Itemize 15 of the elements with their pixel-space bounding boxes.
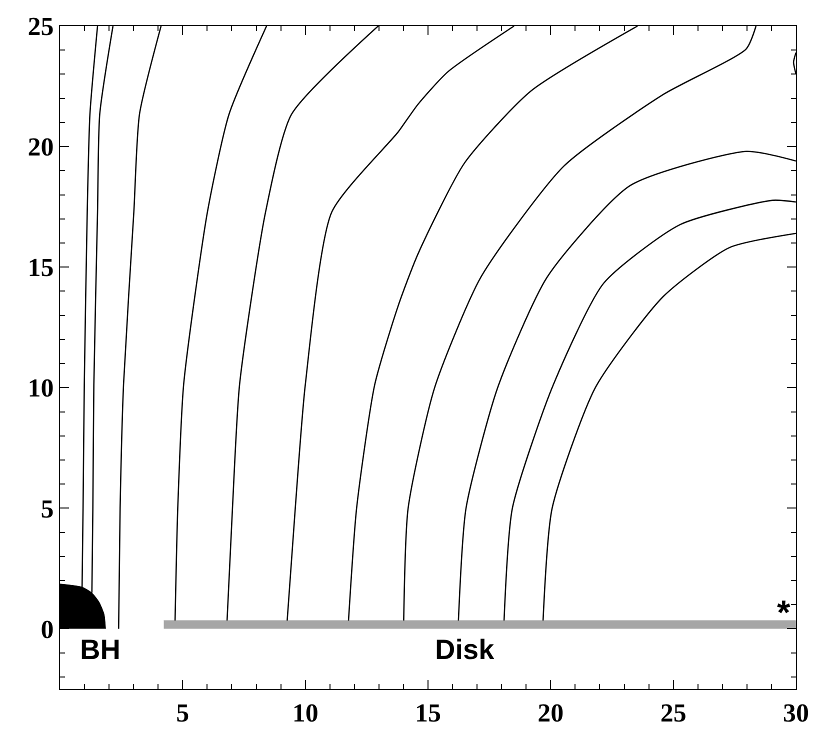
x-tick-label: 5 bbox=[176, 698, 190, 728]
annotation: Disk bbox=[435, 634, 495, 665]
y-tick-label: 0 bbox=[40, 614, 54, 644]
x-tick-label: 15 bbox=[415, 698, 441, 728]
x-tick-label: 10 bbox=[292, 698, 318, 728]
y-tick-label: 5 bbox=[40, 494, 54, 524]
x-tick-label: 25 bbox=[660, 698, 686, 728]
y-tick-label: 15 bbox=[28, 253, 54, 282]
annotation: BH bbox=[80, 634, 120, 665]
x-tick-label: 20 bbox=[538, 698, 564, 728]
x-tick-label: 30 bbox=[783, 698, 809, 728]
annotation: * bbox=[777, 594, 791, 632]
y-tick-label: 10 bbox=[28, 374, 54, 403]
y-tick-label: 20 bbox=[28, 132, 54, 162]
y-tick-label: 25 bbox=[28, 12, 54, 42]
